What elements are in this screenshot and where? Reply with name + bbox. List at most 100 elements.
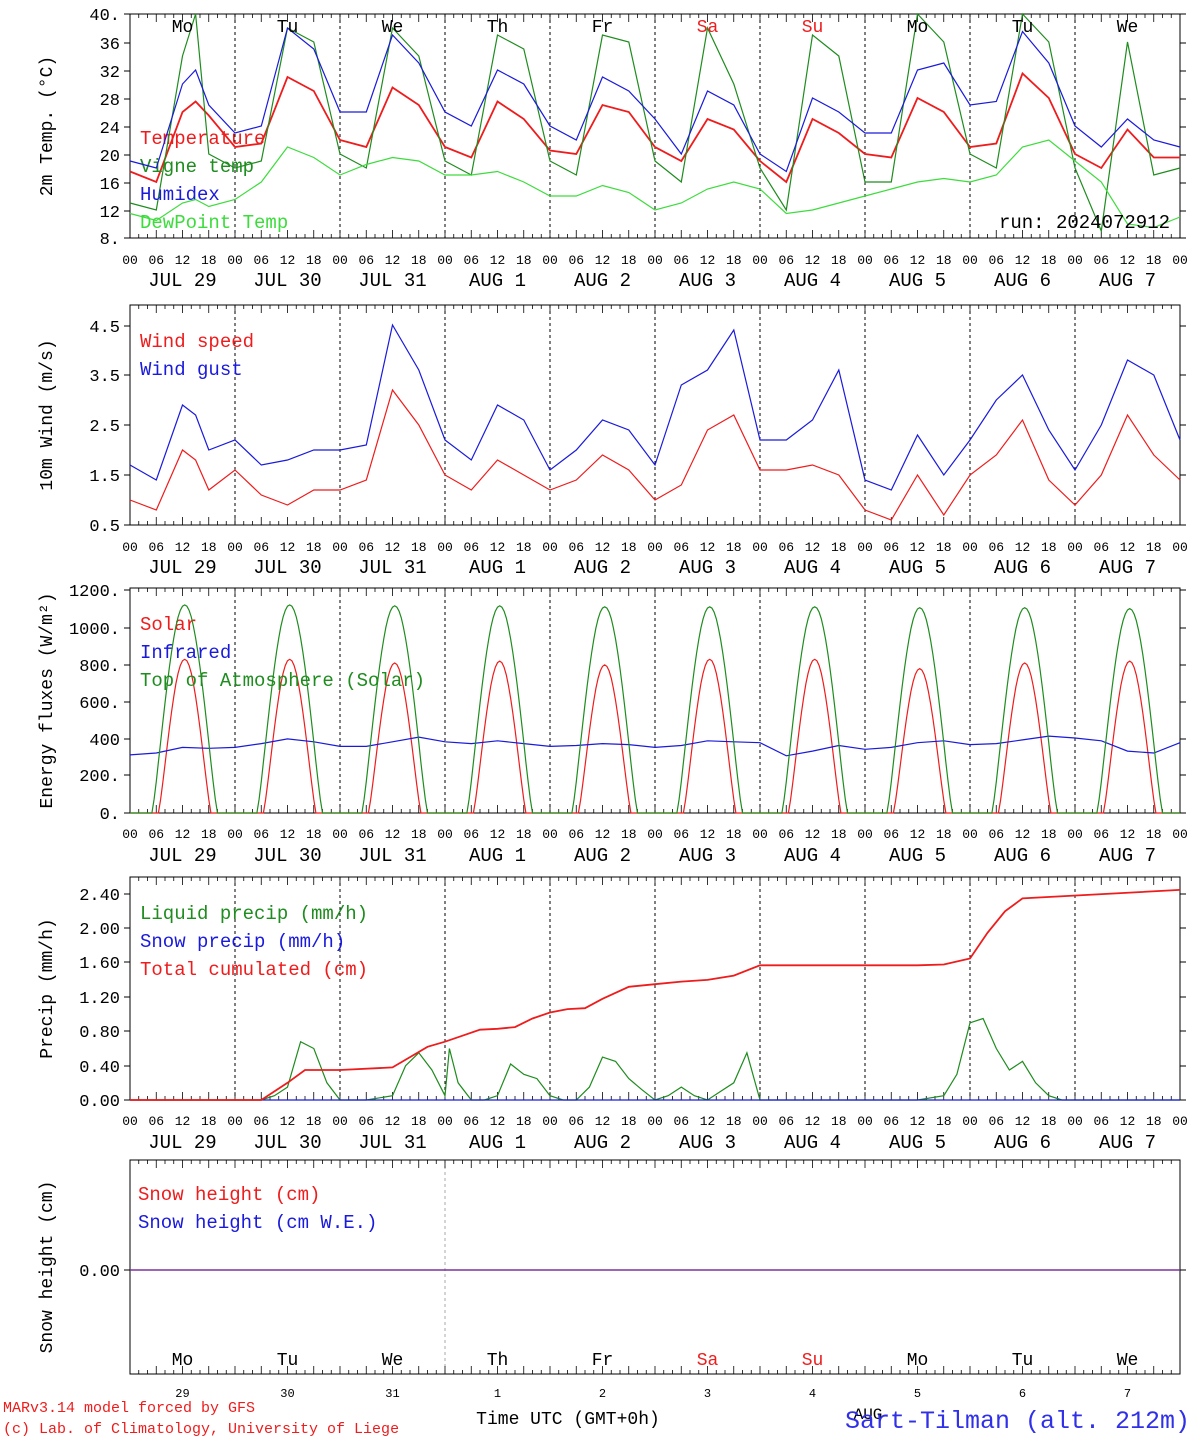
hour-tick-label: 00 — [857, 540, 873, 555]
hour-tick-label: 06 — [568, 1114, 584, 1129]
series-line — [130, 1017, 1180, 1101]
hour-tick-label: 00 — [857, 827, 873, 842]
hour-tick-label: 00 — [227, 253, 243, 268]
hour-tick-label: 12 — [805, 827, 821, 842]
series-line — [129, 323, 1181, 491]
hour-tick-label: 18 — [1146, 1114, 1162, 1129]
hour-tick-label: 12 — [385, 253, 401, 268]
hour-tick-label: 06 — [778, 1114, 794, 1129]
date-label: AUG 2 — [574, 557, 631, 579]
hour-tick-label: 06 — [358, 253, 374, 268]
hour-tick-label: 00 — [332, 827, 348, 842]
hour-tick-label: 12 — [1015, 253, 1031, 268]
hour-tick-label: 00 — [1172, 253, 1188, 268]
hour-tick-label: 06 — [148, 540, 164, 555]
y-tick-label: 36 — [100, 36, 120, 55]
hour-tick-label: 18 — [201, 1114, 217, 1129]
hour-tick-label: 12 — [595, 540, 611, 555]
hour-tick-label: 18 — [1146, 827, 1162, 842]
hour-tick-label: 06 — [778, 827, 794, 842]
hour-tick-label: 12 — [910, 253, 926, 268]
date-label: JUL 29 — [148, 557, 216, 579]
hour-tick-label: 00 — [122, 1114, 138, 1129]
legend-entry: Humidex — [140, 184, 220, 206]
hour-tick-label: 18 — [726, 827, 742, 842]
hour-tick-label: 18 — [201, 540, 217, 555]
hour-tick-label: 06 — [673, 1114, 689, 1129]
hour-tick-label: 00 — [332, 1114, 348, 1129]
hour-tick-label: 06 — [148, 1114, 164, 1129]
hour-tick-label: 18 — [936, 540, 952, 555]
hour-tick-label: 18 — [516, 1114, 532, 1129]
series-line — [129, 12, 1181, 234]
lab-credit: (c) Lab. of Climatology, University of L… — [3, 1421, 399, 1438]
date-label: JUL 31 — [358, 270, 426, 292]
day-number-label: 30 — [280, 1387, 294, 1401]
date-label: AUG 6 — [994, 270, 1051, 292]
y-tick-label: 4.5 — [89, 319, 120, 338]
hour-tick-label: 18 — [516, 827, 532, 842]
hour-tick-label: 18 — [621, 540, 637, 555]
hour-tick-label: 00 — [437, 827, 453, 842]
weekday-label: Sa — [697, 18, 719, 38]
hour-tick-label: 18 — [621, 253, 637, 268]
y-tick-label: 2.5 — [89, 418, 120, 437]
panel-3: 0. 200. 400 600. 800. 1000. 1200. Energy fluxes… — [38, 583, 1188, 867]
y-tick-label: 600. — [79, 695, 120, 714]
hour-tick-label: 12 — [910, 1114, 926, 1129]
hour-tick-label: 00 — [1067, 253, 1083, 268]
weekday-label: Fr — [592, 1351, 614, 1371]
hour-tick-label: 12 — [910, 827, 926, 842]
hour-tick-label: 00 — [542, 253, 558, 268]
weekday-label: We — [382, 1351, 404, 1371]
legend-entry: Solar — [140, 614, 197, 636]
hour-tick-label: 06 — [1093, 540, 1109, 555]
hour-tick-label: 12 — [700, 827, 716, 842]
footer: MARv3.14 model forced by GFS (c) Lab. of… — [3, 1400, 1190, 1438]
hour-tick-label: 00 — [437, 540, 453, 555]
hour-tick-label: 12 — [490, 253, 506, 268]
date-label: JUL 31 — [358, 1132, 426, 1154]
y-tick-label: 0. — [100, 806, 120, 825]
date-label: AUG 3 — [679, 557, 736, 579]
hour-tick-label: 12 — [700, 1114, 716, 1129]
y-tick-label: 1.60 — [79, 955, 120, 974]
hour-tick-label: 06 — [568, 253, 584, 268]
hour-tick-label: 00 — [647, 540, 663, 555]
hour-tick-label: 18 — [831, 1114, 847, 1129]
y-axis-title: Energy fluxes (W/m²) — [38, 592, 58, 808]
y-tick-label: 8. — [100, 231, 120, 250]
date-label: AUG 2 — [574, 270, 631, 292]
hour-tick-label: 12 — [805, 1114, 821, 1129]
hour-tick-label: 12 — [805, 253, 821, 268]
day-number-label: 5 — [914, 1387, 921, 1401]
date-label: JUL 30 — [253, 845, 321, 867]
legend-entry: Total cumulated (cm) — [140, 959, 368, 981]
hour-tick-label: 00 — [227, 1114, 243, 1129]
panel-5: 0.00 Snow height (cm) Snow height (cm) Snow… — [38, 1159, 1186, 1401]
date-label: AUG 1 — [469, 270, 526, 292]
legend-entry: Vigne temp — [140, 156, 254, 178]
y-tick-label: 0.00 — [79, 1263, 120, 1282]
weekday-label: Su — [802, 18, 824, 38]
panel-frame — [129, 13, 1181, 239]
y-tick-label: 20 — [100, 148, 120, 167]
hour-tick-label: 00 — [1067, 540, 1083, 555]
date-label: AUG 7 — [1099, 845, 1156, 867]
hour-tick-label: 18 — [516, 540, 532, 555]
weekday-label: Tu — [1012, 18, 1034, 38]
hour-tick-label: 00 — [962, 1114, 978, 1129]
hour-tick-label: 18 — [831, 253, 847, 268]
station-name: Sart-Tilman (alt. 212m) — [845, 1407, 1190, 1436]
weekday-label: Tu — [277, 1351, 299, 1371]
hour-tick-label: 06 — [988, 253, 1004, 268]
y-tick-label: 0.00 — [79, 1093, 120, 1112]
day-number-label: 2 — [599, 1387, 606, 1401]
hour-tick-label: 06 — [673, 827, 689, 842]
hour-tick-label: 00 — [122, 827, 138, 842]
date-label: AUG 3 — [679, 270, 736, 292]
weekday-label: Th — [487, 18, 509, 38]
hour-tick-label: 00 — [332, 253, 348, 268]
date-label: JUL 30 — [253, 270, 321, 292]
